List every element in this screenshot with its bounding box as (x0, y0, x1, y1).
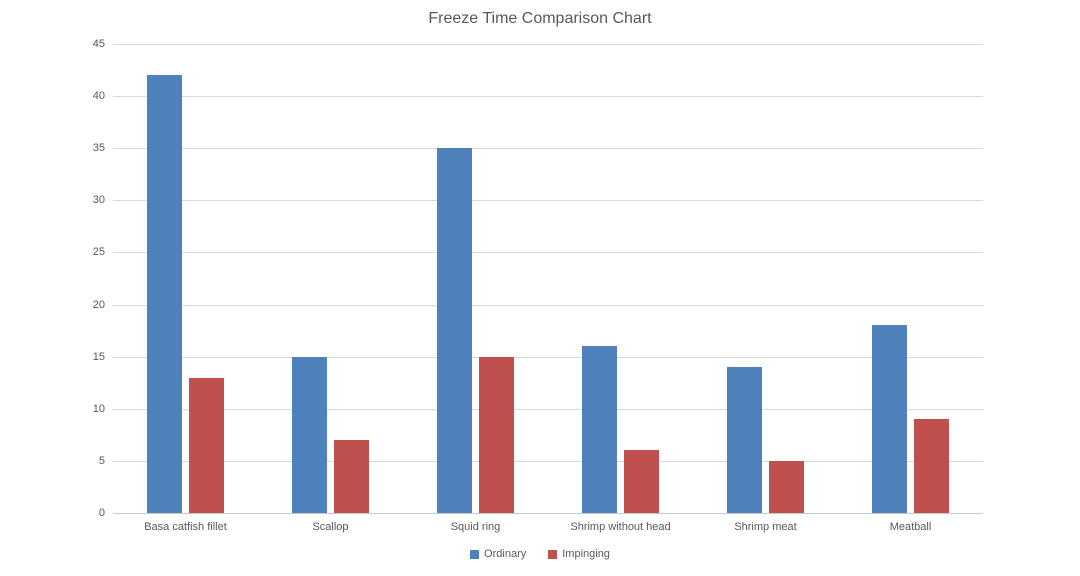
x-axis-line (113, 513, 983, 514)
legend-item-ordinary: Ordinary (470, 548, 526, 560)
gridline (113, 96, 983, 98)
bar-impinging-5 (769, 460, 804, 513)
gridline (113, 252, 983, 254)
y-axis-tick-label: 20 (92, 298, 105, 311)
gridline (113, 44, 983, 45)
y-axis-tick-label: 0 (98, 507, 105, 519)
bar-ordinary-2 (292, 356, 327, 513)
y-axis-tick-label: 10 (92, 402, 105, 415)
bar-ordinary-6 (872, 325, 907, 513)
legend-item-impinging: Impinging (548, 548, 610, 560)
y-axis-tick-label: 15 (92, 350, 105, 363)
gridline (113, 356, 983, 358)
x-axis-category-label: Shrimp without head (570, 521, 671, 533)
x-axis-category-label: Squid ring (450, 521, 501, 533)
x-axis-category-label: Shrimp meat (734, 521, 797, 533)
y-axis-tick-label: 45 (92, 38, 105, 50)
y-axis-tick-label: 5 (98, 454, 105, 467)
x-axis-category-label: Scallop (312, 521, 349, 533)
chart-legend: Ordinary Impinging (0, 548, 1080, 560)
y-axis-tick-label: 35 (92, 142, 105, 155)
bar-impinging-4 (624, 450, 659, 513)
gridline (113, 408, 983, 410)
plot-area (113, 44, 983, 514)
bar-ordinary-3 (437, 148, 472, 513)
gridline (113, 200, 983, 202)
bar-impinging-1 (189, 377, 224, 513)
x-axis-category-label: Meatball (889, 521, 932, 533)
legend-marker-ordinary (470, 549, 480, 559)
bar-impinging-2 (334, 440, 369, 513)
y-axis-tick-label: 30 (92, 194, 105, 207)
bar-ordinary-1 (147, 75, 182, 513)
legend-label: Impinging (562, 548, 610, 560)
legend-label: Ordinary (484, 548, 527, 560)
bar-impinging-3 (479, 356, 514, 513)
bar-ordinary-5 (727, 367, 762, 513)
x-axis-category-label: Basa catfish fillet (144, 521, 227, 533)
bar-ordinary-4 (582, 346, 617, 513)
legend-marker-impinging (548, 549, 558, 559)
y-axis-tick-label: 25 (92, 246, 105, 259)
bar-impinging-6 (914, 419, 949, 513)
gridline (113, 148, 983, 150)
y-axis-tick-label: 40 (92, 90, 105, 103)
gridline (113, 460, 983, 462)
chart-title: Freeze Time Comparison Chart (428, 10, 652, 27)
gridline (113, 304, 983, 306)
